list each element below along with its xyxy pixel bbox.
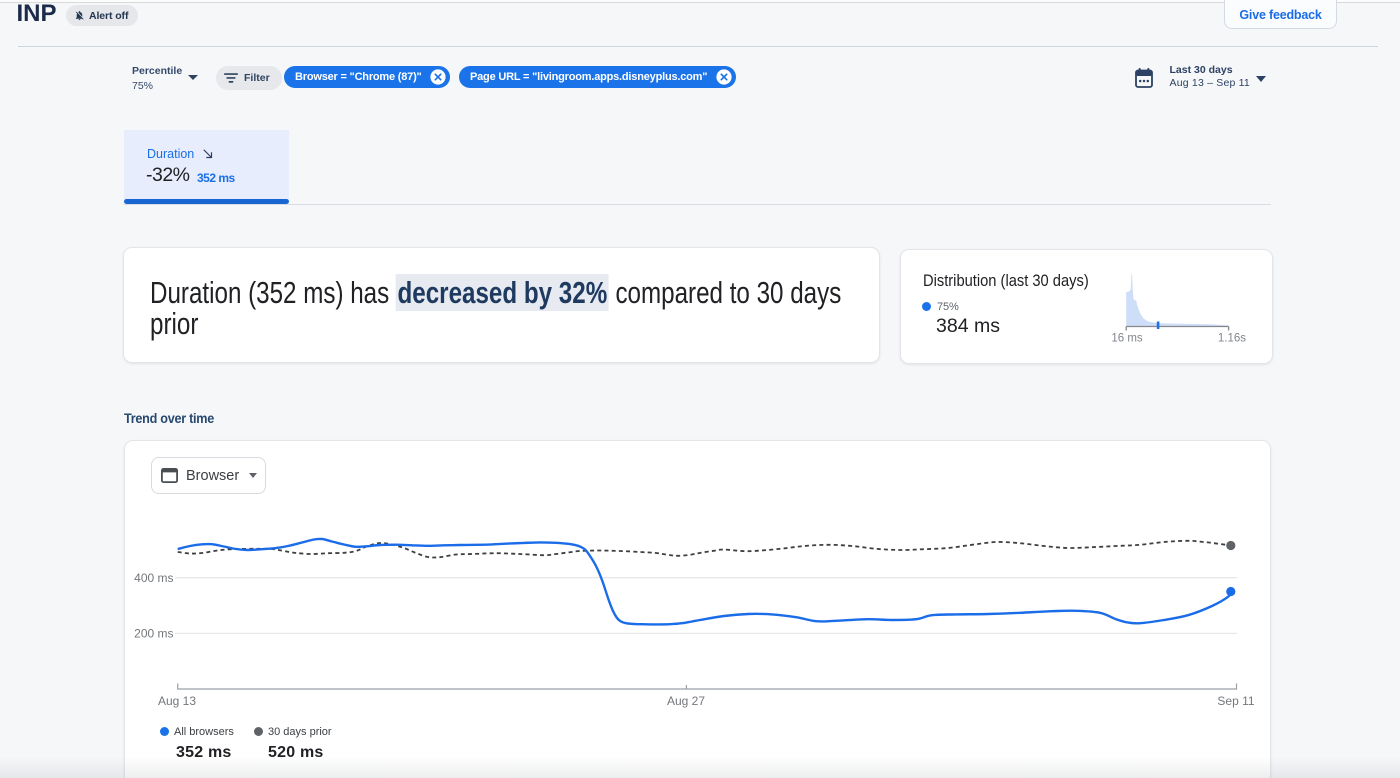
svg-text:Aug 27: Aug 27 <box>667 694 705 708</box>
svg-text:Aug 13: Aug 13 <box>158 694 196 708</box>
svg-text:1.16s: 1.16s <box>1218 333 1246 345</box>
svg-text:Sep 11: Sep 11 <box>1217 694 1254 708</box>
svg-text:200 ms: 200 ms <box>134 627 173 641</box>
svg-text:16 ms: 16 ms <box>1111 333 1143 345</box>
svg-text:400 ms: 400 ms <box>134 571 173 585</box>
